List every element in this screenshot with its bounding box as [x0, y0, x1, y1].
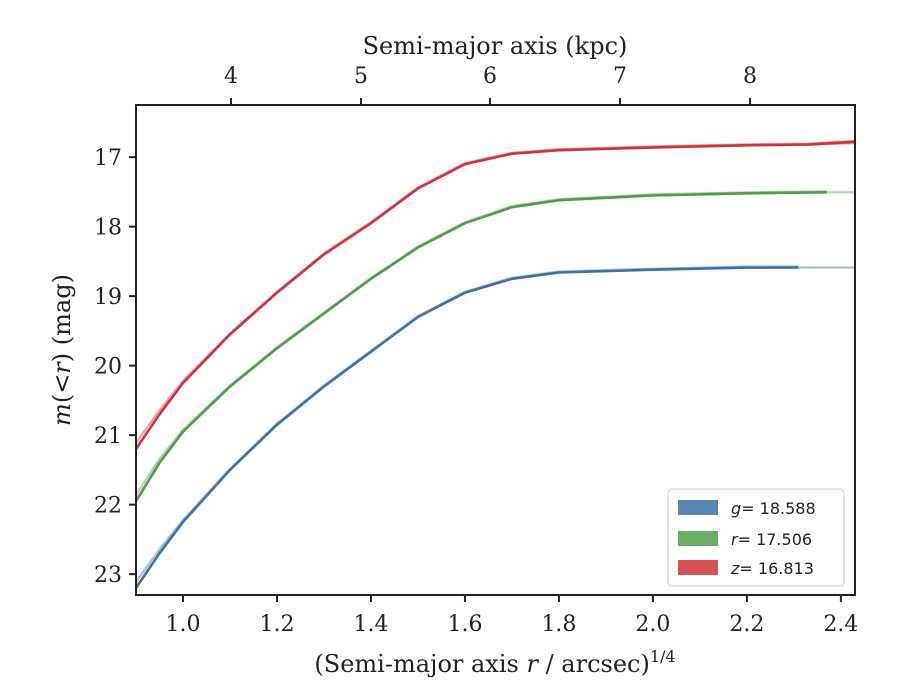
legend-label-r: r= 17.506 [731, 530, 812, 549]
x-axis-title: (Semi-major axis r / arcsec)1/4 [314, 647, 675, 678]
legend-swatch-r [678, 531, 718, 546]
legend-label-g: g= 18.588 [731, 499, 816, 518]
legend-swatch-g [678, 500, 718, 515]
y-tick-label: 19 [94, 285, 122, 310]
x-axis-title-pre: (Semi-major axis [314, 650, 526, 678]
series-r-line [134, 191, 827, 502]
legend-value-g: = 18.588 [741, 499, 815, 518]
y-axis-title-post: ) (mag) [48, 274, 76, 362]
y-tick-label: 22 [94, 494, 122, 519]
top-tick-label: 4 [224, 64, 238, 89]
series-z-shadow-line [135, 139, 856, 444]
legend-var-g: g [731, 499, 741, 518]
x-tick-label: 1.8 [541, 612, 576, 637]
y-tick-label: 18 [94, 216, 122, 241]
x-axis-title-sup: 1/4 [650, 647, 676, 666]
x-tick-label: 1.6 [447, 612, 482, 637]
top-tick-label: 7 [613, 64, 627, 89]
series-g-line [134, 266, 799, 589]
y-tick-label: 17 [94, 146, 122, 171]
y-axis-ticks: 17 18 19 20 21 22 23 [94, 146, 136, 588]
top-tick-label: 8 [743, 64, 757, 89]
top-tick-label: 5 [354, 64, 368, 89]
x-tick-label: 1.0 [165, 612, 200, 637]
y-tick-label: 20 [94, 355, 122, 380]
series-layer [134, 139, 856, 589]
legend-var-z: z [730, 559, 740, 578]
y-axis-title: m(<r) (mag) [48, 274, 76, 426]
x-tick-label: 1.2 [259, 612, 294, 637]
x-axis-title-post: / arcsec) [538, 650, 650, 678]
x2-axis-title: Semi-major axis (kpc) [363, 32, 628, 60]
x-tick-label: 1.4 [353, 612, 388, 637]
y-axis-title-mid: (< [48, 374, 76, 403]
x-axis-ticks: 1.0 1.2 1.4 1.6 1.8 2.0 2.2 2.4 [165, 595, 858, 637]
legend-value-r: = 17.506 [738, 530, 812, 549]
y-tick-label: 21 [94, 424, 122, 449]
y-axis-title-var: m [48, 403, 76, 426]
top-tick-label: 6 [483, 64, 497, 89]
legend-label-z: z= 16.813 [730, 559, 814, 578]
x-tick-label: 2.0 [635, 612, 670, 637]
y-tick-label: 23 [94, 563, 122, 588]
x-tick-label: 2.4 [823, 612, 858, 637]
series-r-shadow-line [135, 190, 827, 496]
x-axis-title-var: r [526, 650, 539, 678]
legend-swatch-z [678, 560, 718, 575]
legend-value-z: = 16.813 [739, 559, 813, 578]
plot-frame [135, 104, 856, 596]
y-axis-title-var2: r [48, 361, 76, 374]
legend-var-r: r [731, 530, 739, 549]
top-axis-ticks: 4 5 6 7 8 [224, 64, 757, 105]
x-tick-label: 2.2 [729, 612, 764, 637]
series-z-line [134, 140, 856, 450]
legend: g= 18.588 r= 17.506 z= 16.813 [667, 488, 845, 587]
